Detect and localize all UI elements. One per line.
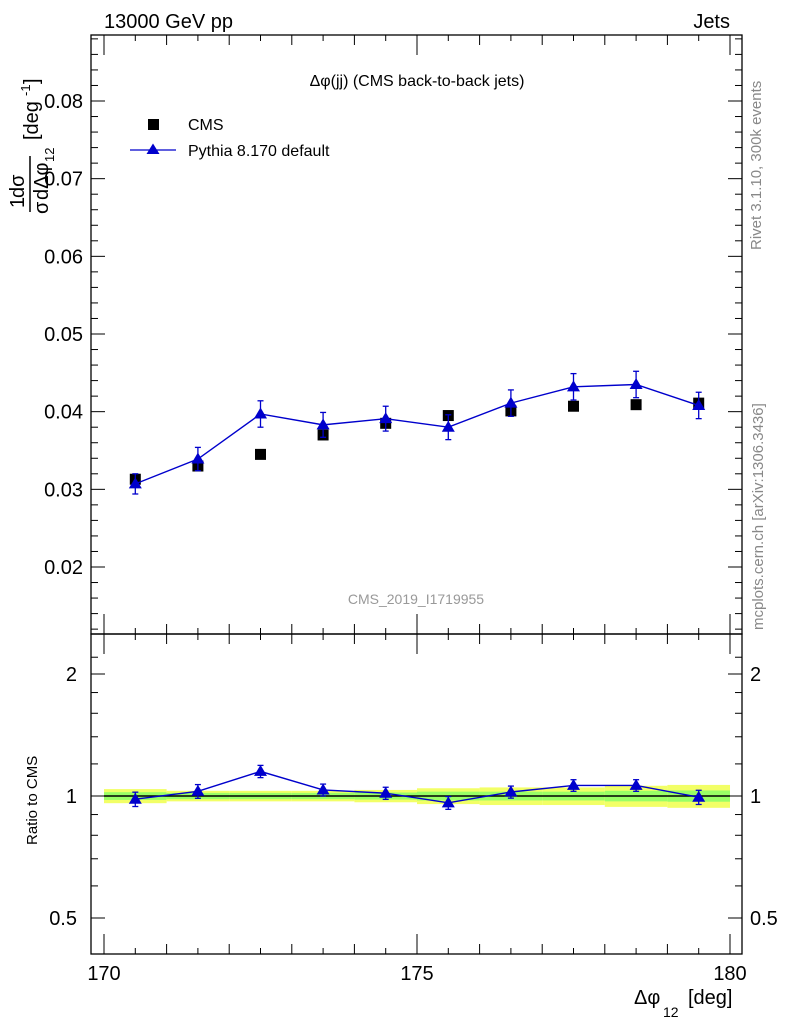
ratio-data-point	[504, 785, 518, 797]
ratio-data-point	[692, 790, 706, 802]
main-x-ticks	[103, 35, 731, 634]
svg-text:1 dσ: 1 dσ	[7, 174, 29, 208]
header-right-label: Jets	[693, 11, 730, 33]
y-tick-label: 0.04	[44, 402, 83, 424]
x-axis-label-unit: [deg]	[688, 987, 732, 1009]
ratio-y-tick-label-right: 2	[750, 664, 761, 686]
svg-text:]: ]	[21, 78, 43, 84]
legend-marker-pythia	[146, 143, 160, 154]
pythia-series-line	[135, 383, 699, 485]
main-panel: 0.02 0.03 0.04 0.05 0.06 0.07 0.08 Δφ(jj) (CMS…	[7, 34, 743, 635]
y-tick-label: 0.02	[44, 557, 83, 579]
pythia-data-point	[629, 377, 643, 389]
pythia-data-point	[379, 412, 393, 424]
ratio-data-point	[441, 796, 455, 808]
pythia-data-point	[254, 407, 267, 419]
ratio-data-point	[128, 792, 142, 804]
ratio-data-point	[254, 764, 267, 776]
ratio-y-tick-label: 0.5	[49, 908, 77, 930]
ratio-series-line	[135, 770, 699, 804]
svg-text:dΔφ: dΔφ	[31, 163, 53, 200]
ratio-data-point	[316, 783, 330, 795]
x-tick-label: 175	[400, 963, 433, 985]
ratio-data-point	[567, 778, 580, 790]
ratio-y-axis: 0.5 0.5 1 1 2 2	[49, 656, 778, 930]
ratio-y-tick-label-right: 0.5	[750, 908, 778, 930]
legend-label-pythia: Pythia 8.170 default	[188, 143, 330, 160]
y-tick-label: 0.06	[44, 246, 83, 268]
ratio-panel: 0.5 0.51 12 2 170 175 180 Ratio to CMS Δφ 12 …	[24, 633, 778, 1020]
pythia-data-point	[504, 396, 518, 408]
pythia-data-point	[692, 398, 706, 410]
header-left-label: 13000 GeV pp	[104, 11, 233, 33]
svg-text:[deg: [deg	[21, 101, 43, 140]
legend: CMS Pythia 8.170 default	[130, 117, 330, 160]
main-y-axis-label: 1 dσ σ dΔφ 12 [deg -1 ]	[7, 78, 57, 214]
cms-data-point	[255, 448, 266, 460]
y-tick-label: 0.08	[44, 91, 83, 113]
x-tick-label: 180	[713, 963, 746, 985]
ratio-y-axis-label: Ratio to CMS	[24, 756, 41, 845]
pythia-data-point	[191, 452, 205, 464]
y-tick-label: 0.03	[44, 479, 83, 501]
main-y-axis: 0.02 0.03 0.04 0.05 0.06 0.07 0.08	[44, 38, 742, 630]
cms-data-point	[630, 399, 642, 411]
pythia-data-point	[316, 418, 330, 430]
ratio-y-tick-label-right: 1	[750, 786, 761, 808]
ratio-data-point	[379, 786, 393, 798]
cms-data-point	[568, 400, 579, 412]
ratio-y-tick-label: 1	[66, 786, 77, 808]
pythia-data-point	[441, 420, 455, 432]
x-axis: 170 175 180	[87, 634, 747, 985]
svg-text:12: 12	[42, 148, 57, 162]
rivet-info-label: Rivet 3.1.10, 300k events	[748, 81, 765, 250]
watermark-label: CMS_2019_I1719955	[348, 591, 484, 607]
legend-marker-cms	[148, 119, 159, 130]
legend-label-cms: CMS	[188, 117, 224, 134]
ratio-data-point	[191, 784, 205, 796]
mcplots-info-label: mcplots.cern.ch [arXiv:1306.3436]	[750, 403, 767, 630]
x-axis-label: Δφ 12 [deg]	[634, 987, 732, 1020]
svg-text:-1: -1	[18, 84, 33, 96]
x-axis-label-sub: 12	[663, 1004, 679, 1020]
x-axis-label-main: Δφ	[634, 987, 660, 1009]
pythia-data-point	[567, 380, 580, 392]
ratio-data-point	[629, 778, 643, 790]
pythia-data-point	[128, 477, 142, 489]
y-tick-label: 0.05	[44, 324, 83, 346]
y-tick-label: 0.07	[44, 169, 83, 191]
x-tick-label: 170	[87, 963, 120, 985]
svg-text:σ: σ	[31, 201, 53, 214]
chart-title: Δφ(jj) (CMS back-to-back jets)	[310, 73, 525, 90]
ratio-y-tick-label: 2	[66, 664, 77, 686]
